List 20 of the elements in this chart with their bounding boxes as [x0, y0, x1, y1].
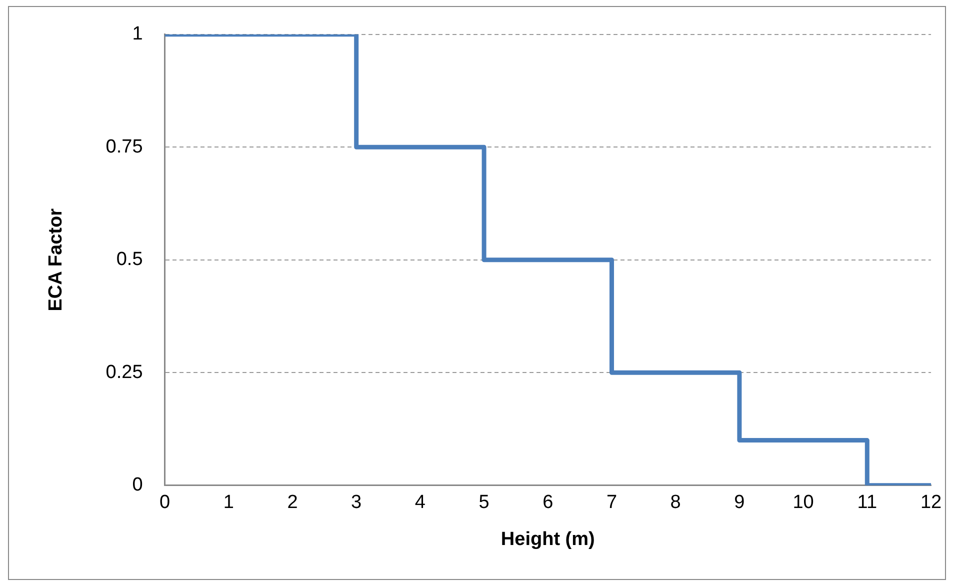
y-tick-label: 0 [132, 474, 143, 496]
y-tick-label: 1 [132, 24, 143, 45]
x-tick-label: 0 [159, 492, 170, 514]
x-tick-label: 11 [857, 492, 878, 514]
x-tick-label: 12 [920, 492, 942, 514]
x-tick-label: 9 [734, 492, 745, 514]
x-tick-label: 10 [792, 492, 814, 514]
x-tick-label: 3 [351, 492, 362, 514]
x-axis-title: Height (m) [500, 528, 595, 550]
x-tick-label: 2 [287, 492, 298, 514]
y-tick-label: 0.75 [106, 136, 143, 158]
x-tick-label: 6 [542, 492, 554, 514]
y-tick-label: 0.25 [106, 362, 143, 383]
x-tick-label: 1 [223, 492, 234, 514]
y-axis-title: ECA Factor [46, 208, 67, 312]
x-tick-label: 4 [414, 492, 426, 514]
x-tick-label: 5 [478, 492, 490, 514]
y-tick-label: 0.5 [116, 249, 143, 270]
x-tick-label: 7 [606, 492, 618, 514]
x-tick-label: 8 [670, 492, 681, 514]
